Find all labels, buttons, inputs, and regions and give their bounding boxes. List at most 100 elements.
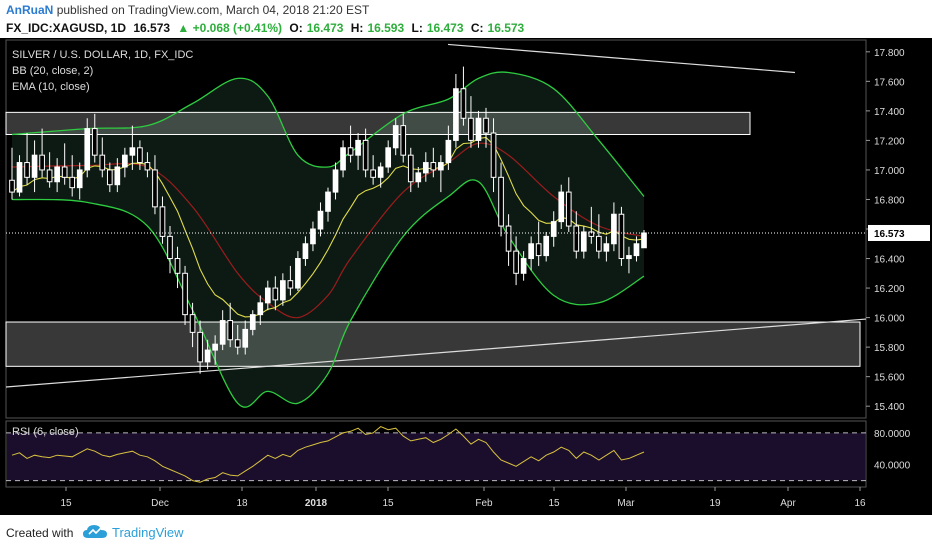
quote-line: FX_IDC:XAGUSD, 1D 16.573 ▲ +0.068 (+0.41… (6, 21, 528, 35)
candle-body (9, 179, 15, 193)
price-tick-label: 17.000 (874, 166, 905, 177)
low-value: 16.473 (426, 21, 464, 35)
candle (558, 184, 565, 229)
candle (317, 202, 324, 237)
candle (249, 310, 256, 336)
candle (460, 66, 467, 126)
candle (498, 162, 504, 237)
candle-body (385, 147, 392, 168)
candle-body (460, 88, 467, 119)
candle-body (272, 287, 279, 301)
candle (122, 147, 128, 178)
price-tick-label: 17.800 (874, 48, 905, 59)
candle (468, 96, 474, 148)
rsi-pane-border (5, 420, 867, 488)
candle-body (483, 117, 489, 134)
candle (392, 118, 399, 156)
candle (16, 155, 23, 197)
candle (626, 246, 632, 274)
candle (445, 125, 452, 170)
candle (422, 152, 429, 182)
candle-body (152, 169, 158, 208)
candle (152, 155, 158, 215)
candle-body (370, 169, 376, 178)
candle-body (535, 243, 542, 257)
candle-body (415, 172, 422, 183)
candle (106, 162, 113, 193)
candle-body (234, 339, 241, 348)
candle-body (91, 128, 98, 156)
candle (242, 320, 249, 355)
candle (272, 276, 279, 311)
candle-body (550, 221, 557, 237)
candle (39, 128, 45, 178)
candle-body (573, 225, 580, 252)
chart-area[interactable]: 17.80017.60017.40017.20017.00016.80016.6… (0, 38, 932, 515)
candle-body (84, 128, 91, 171)
time-tick-label: 15 (382, 498, 394, 509)
price-tick-label: 16.400 (874, 255, 905, 266)
time-tick-label: 2018 (305, 498, 328, 509)
high-value: 16.593 (367, 21, 405, 35)
candle-body (174, 258, 181, 274)
candle (377, 162, 384, 188)
price-tick-label: 17.200 (874, 136, 905, 147)
candle-body (543, 235, 550, 257)
candle (84, 118, 91, 178)
candle-body (453, 88, 459, 141)
price-tick-label: 16.200 (874, 284, 905, 295)
candle-body (264, 287, 271, 304)
price-tick-label: 16.800 (874, 195, 905, 206)
candle (212, 335, 218, 365)
candle-body (633, 243, 640, 257)
candle-body (31, 154, 38, 178)
time-tick-label: 16 (854, 498, 866, 509)
time-tick-label: Feb (475, 498, 493, 509)
chart-header: AnRuaN published on TradingView.com, Mar… (0, 0, 932, 38)
candle (144, 152, 151, 178)
candle-body (99, 154, 106, 171)
candle (565, 177, 572, 232)
candle (370, 155, 376, 185)
candle (280, 273, 286, 306)
price-tick-label: 17.600 (874, 77, 905, 88)
support-zone-box (5, 321, 861, 367)
price-tick-label: 15.800 (874, 343, 905, 354)
candle (430, 147, 437, 178)
candle-body (400, 125, 407, 156)
candle-body (445, 139, 452, 164)
candle-body (641, 232, 647, 249)
candle-body (106, 169, 113, 186)
candle-body (618, 213, 625, 260)
candle (513, 236, 519, 286)
chart-svg[interactable]: 17.80017.60017.40017.20017.00016.80016.6… (0, 38, 932, 515)
resistance-zone-box (5, 111, 751, 135)
candle-body (69, 176, 76, 189)
candle (257, 295, 264, 325)
candle-body (227, 320, 234, 341)
candle (54, 158, 60, 193)
candle-body (16, 162, 23, 193)
candle-body (438, 162, 444, 171)
candle (174, 246, 181, 289)
tradingview-brand[interactable]: TradingView (112, 525, 184, 540)
candle (264, 280, 271, 311)
candle-body (325, 191, 331, 212)
price-tick-label: 15.400 (874, 402, 905, 413)
time-tick-label: Apr (780, 498, 796, 509)
candle (550, 211, 557, 247)
candle (633, 236, 640, 262)
candle (611, 202, 617, 252)
rsi-tick-label: 80.0000 (874, 429, 911, 440)
open-value: 16.473 (306, 21, 344, 35)
candle (129, 125, 136, 170)
candle-body (528, 243, 534, 260)
candle-body (242, 328, 249, 348)
candle-body (596, 235, 602, 252)
candle-body (204, 349, 211, 363)
price-tick-label: 16.000 (874, 314, 905, 325)
author-link[interactable]: AnRuaN (6, 3, 54, 17)
candle (99, 137, 106, 178)
close-label: C: (470, 21, 484, 35)
candle (325, 187, 331, 222)
